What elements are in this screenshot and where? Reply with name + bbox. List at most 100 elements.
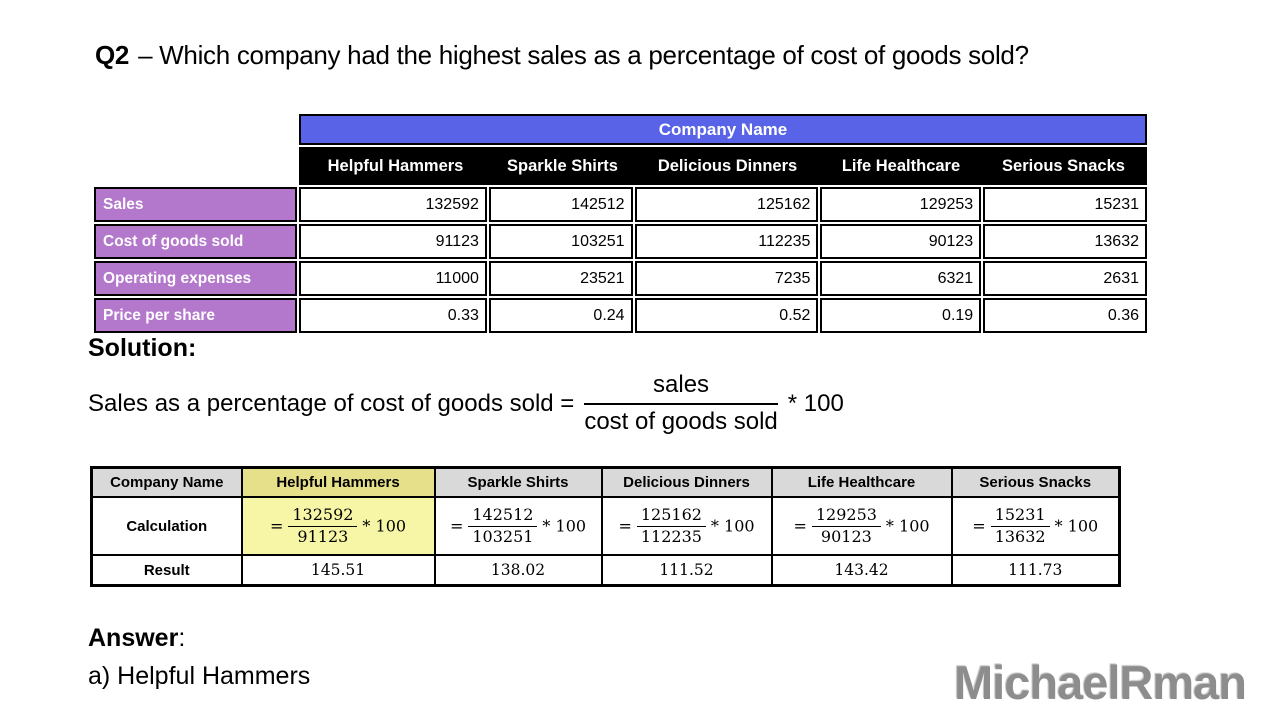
company-header: Serious Snacks <box>1002 156 1125 175</box>
formula-multiplier: * 100 <box>787 390 844 417</box>
data-cell: 125162 <box>634 187 819 222</box>
row-label: Price per share <box>94 298 297 333</box>
company-header: Sparkle Shirts <box>433 466 603 498</box>
table-row-operating-expenses: Operating expenses 11000 23521 7235 6321… <box>94 261 1147 296</box>
question-title: Q2 – Which company had the highest sales … <box>95 40 1215 71</box>
watermark: MichaelRman <box>954 656 1247 709</box>
answer-label: Answer <box>88 624 179 652</box>
table-row-price-per-share: Price per share 0.33 0.24 0.52 0.19 0.36 <box>94 298 1147 333</box>
company-header: Delicious Dinners <box>657 156 798 175</box>
answer-text: a) Helpful Hammers <box>88 662 311 690</box>
equals-sign: = <box>269 516 284 536</box>
calc-cell: = 125162 112235 * 100 <box>600 496 773 556</box>
calc-table-result-row: Result 145.51 138.02 111.52 143.42 111.7… <box>90 554 1121 587</box>
calc-cell: = 129253 90123 * 100 <box>770 496 953 556</box>
calc-numerator: 132592 <box>288 505 358 527</box>
data-cell: 91123 <box>299 224 487 259</box>
table-corner-blank <box>94 147 297 185</box>
table-title-company-name: Company Name <box>299 114 1147 145</box>
calculation-table: Company Name Helpful Hammers Sparkle Shi… <box>90 466 1121 587</box>
calc-denominator: 91123 <box>297 526 349 546</box>
data-cell: 0.19 <box>820 298 982 333</box>
row-label: Sales <box>94 187 297 222</box>
calc-denominator: 13632 <box>994 526 1046 546</box>
result-cell-highlighted: 145.51 <box>240 554 436 587</box>
financials-table: Company Name Helpful Hammers Sparkle Shi… <box>92 112 1149 335</box>
equals-sign: = <box>972 516 986 536</box>
data-cell: 2631 <box>983 261 1147 296</box>
calc-table-header-row: Company Name Helpful Hammers Sparkle Shi… <box>90 466 1121 498</box>
times-100: * 100 <box>542 516 587 536</box>
company-header: Sparkle Shirts <box>507 156 618 175</box>
data-cell: 0.52 <box>634 298 819 333</box>
times-100: * 100 <box>1054 516 1099 536</box>
row-label-calculation: Calculation <box>90 496 243 556</box>
calc-cell: = 142512 103251 * 100 <box>433 496 603 556</box>
formula-lhs: Sales as a percentage of cost of goods s… <box>88 390 575 417</box>
data-cell: 112235 <box>634 224 819 259</box>
calc-fraction: 132592 91123 <box>288 505 358 546</box>
company-header: Helpful Hammers <box>327 156 464 175</box>
row-label-result: Result <box>90 554 243 587</box>
data-cell: 90123 <box>820 224 982 259</box>
calc-numerator: 15231 <box>990 505 1050 527</box>
result-cell: 111.73 <box>950 554 1121 587</box>
data-cell: 23521 <box>488 261 633 296</box>
result-cell: 111.52 <box>600 554 773 587</box>
formula-fraction: sales cost of goods sold <box>584 371 778 437</box>
company-header: Life Healthcare <box>770 466 953 498</box>
calc-cell: = 15231 13632 * 100 <box>950 496 1121 556</box>
calc-fraction: 15231 13632 <box>990 505 1050 546</box>
calc-table-calculation-row: Calculation = 132592 91123 * 100 = 142512 103… <box>90 496 1121 556</box>
equals-sign: = <box>793 516 807 536</box>
equals-sign: = <box>449 516 464 536</box>
row-label: Operating expenses <box>94 261 297 296</box>
data-cell: 103251 <box>488 224 633 259</box>
calc-fraction: 142512 103251 <box>468 505 538 546</box>
data-cell: 13632 <box>983 224 1147 259</box>
data-cell: 15231 <box>983 187 1147 222</box>
formula-numerator: sales <box>584 371 778 405</box>
calc-numerator: 129253 <box>811 505 881 527</box>
data-cell: 6321 <box>820 261 982 296</box>
answer-heading: Answer: <box>88 624 185 653</box>
data-cell: 7235 <box>634 261 819 296</box>
data-cell: 142512 <box>488 187 633 222</box>
company-header-highlighted: Helpful Hammers <box>240 466 436 498</box>
table-row-sales: Sales 132592 142512 125162 129253 15231 <box>94 187 1147 222</box>
corner-header: Company Name <box>90 466 243 498</box>
row-label: Cost of goods sold <box>94 224 297 259</box>
calc-numerator: 125162 <box>636 505 706 527</box>
data-cell: 11000 <box>299 261 487 296</box>
solution-formula: Sales as a percentage of cost of goods s… <box>88 366 844 442</box>
calc-fraction: 129253 90123 <box>811 505 881 546</box>
calc-numerator: 142512 <box>468 505 538 527</box>
calc-fraction: 125162 112235 <box>636 505 706 546</box>
answer-colon: : <box>178 624 186 652</box>
result-cell: 143.42 <box>770 554 953 587</box>
question-text: – Which company had the highest sales as… <box>138 40 1029 70</box>
calc-denominator: 90123 <box>820 526 872 546</box>
table-row-cogs: Cost of goods sold 91123 103251 112235 9… <box>94 224 1147 259</box>
company-header-row: Helpful Hammers Sparkle Shirts Delicious… <box>299 147 1147 185</box>
calc-denominator: 112235 <box>640 526 702 546</box>
data-cell: 129253 <box>820 187 982 222</box>
solution-heading: Solution: <box>88 334 197 362</box>
table-corner-blank <box>94 114 297 145</box>
data-cell: 0.33 <box>299 298 487 333</box>
calc-cell-highlighted: = 132592 91123 * 100 <box>240 496 436 556</box>
formula-denominator: cost of goods sold <box>584 408 778 435</box>
times-100: * 100 <box>885 516 930 536</box>
times-100: * 100 <box>362 516 407 536</box>
company-header: Serious Snacks <box>950 466 1121 498</box>
equals-sign: = <box>618 516 632 536</box>
company-header: Life Healthcare <box>841 156 961 175</box>
data-cell: 0.24 <box>488 298 633 333</box>
calc-denominator: 103251 <box>472 526 534 546</box>
data-cell: 132592 <box>299 187 487 222</box>
times-100: * 100 <box>710 516 755 536</box>
result-cell: 138.02 <box>433 554 603 587</box>
company-header: Delicious Dinners <box>600 466 773 498</box>
question-number: Q2 <box>95 40 130 70</box>
